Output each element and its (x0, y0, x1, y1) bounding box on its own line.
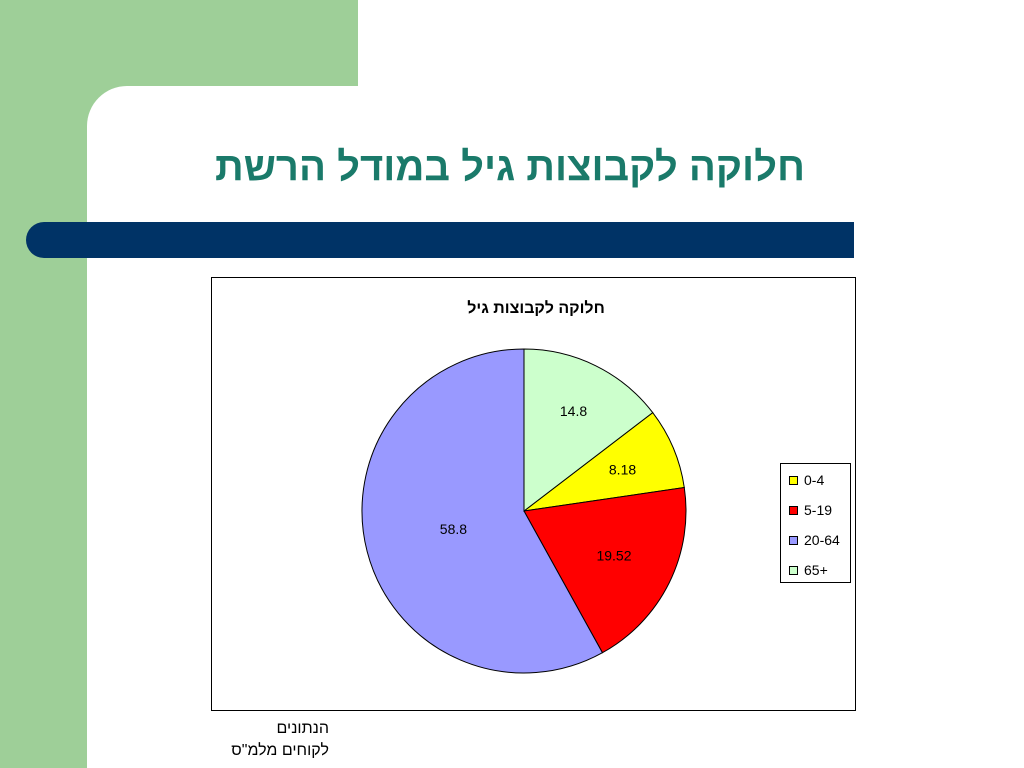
source-footnote: הנתונים לקוחים מלמ"ס (231, 718, 329, 762)
slice-label-5-19: 19.52 (596, 548, 631, 564)
legend-item-5-19: 5-19 (789, 500, 832, 520)
legend-item-20-64: 20-64 (789, 530, 840, 550)
chart-legend: 0-4 5-19 20-64 65+ (780, 463, 851, 583)
pie-chart: חלוקה לקבוצות גיל 8.18 19.52 58.8 14.8 (361, 299, 687, 674)
chart-frame: חלוקה לקבוצות גיל 8.18 19.52 58.8 14.8 (211, 277, 856, 711)
chart-title: חלוקה לקבוצות גיל (467, 299, 605, 317)
slide-title: חלוקה לקבוצות גיל במודל הרשת (215, 145, 805, 189)
footnote-line-1: הנתונים (276, 720, 330, 737)
pie-slice-65-plus (523, 348, 654, 513)
legend-swatch (789, 565, 798, 575)
legend-swatch (789, 505, 798, 515)
pie-slice-20-64 (361, 348, 604, 674)
title-underline-bar (26, 222, 854, 258)
legend-label: 0-4 (804, 472, 825, 488)
legend-item-65-plus: 65+ (789, 560, 828, 580)
footnote-line-2: לקוחים מלמ"ס (231, 742, 329, 759)
legend-item-0-4: 0-4 (789, 470, 824, 490)
slice-label-20-64: 58.8 (440, 521, 467, 537)
legend-label: 5-19 (804, 502, 833, 518)
pie-slice-5-19 (523, 486, 687, 654)
legend-label: 20-64 (804, 532, 840, 548)
legend-label: 65+ (804, 562, 828, 578)
slice-label-65-plus: 14.8 (560, 403, 587, 419)
legend-swatch (789, 535, 798, 545)
legend-swatch (789, 475, 798, 485)
slice-label-0-4: 8.18 (609, 461, 636, 477)
